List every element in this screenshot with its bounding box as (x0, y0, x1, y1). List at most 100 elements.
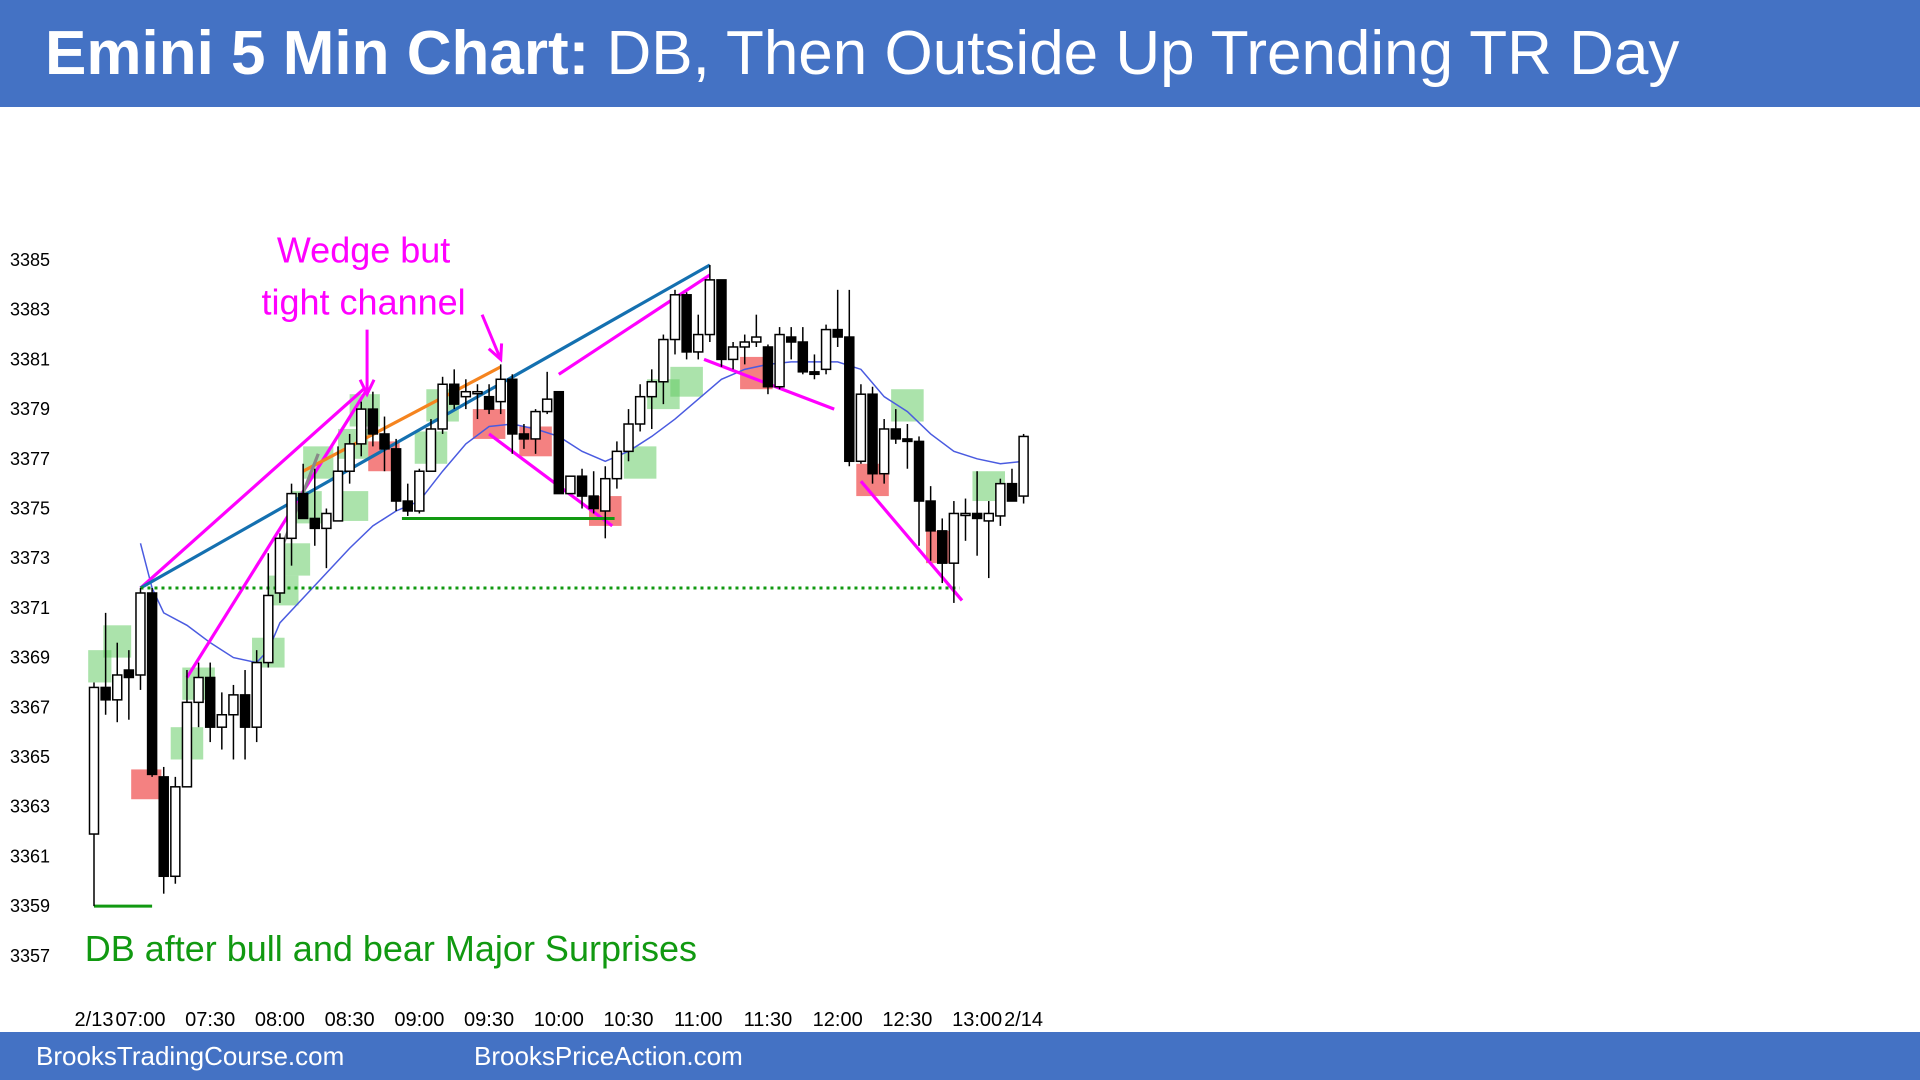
bear-candle (309, 517, 321, 530)
bear-candle (239, 694, 251, 728)
y-tick-label: 3385 (10, 250, 50, 270)
bear-candle (716, 279, 727, 361)
bull-candle (855, 393, 867, 463)
bull-candle (193, 676, 204, 704)
y-axis-labels: 3385 3383 3381 3379 3377 3375 3373 3371 3369 3367… (10, 250, 50, 966)
bear-candle (681, 294, 692, 353)
bull-candle (425, 428, 437, 472)
bull-candle (669, 294, 681, 341)
bear-candle (867, 393, 878, 475)
x-axis-labels: 2/13 07:00 07:30 08:00 08:30 09:00 09:30 10:00 1… (75, 1009, 1044, 1031)
bull-candle (181, 701, 193, 788)
magenta-trend-line (488, 432, 614, 528)
x-tick-label: 13:00 (952, 1009, 1002, 1031)
x-tick-label: 09:00 (394, 1009, 444, 1031)
bull-candle (820, 328, 832, 371)
magenta-trend-line (859, 480, 964, 602)
annotation-arrow (480, 314, 503, 360)
bull-candle (727, 346, 739, 361)
bull-candle (623, 423, 634, 453)
bear-candle (204, 676, 216, 728)
footer-bar: BrooksTradingCourse.com BrooksPriceActio… (0, 1032, 1920, 1080)
x-tick-label: 09:30 (464, 1009, 514, 1031)
bear-candle (925, 500, 936, 532)
x-tick-label: 12:30 (882, 1009, 932, 1031)
bull-candle (995, 482, 1006, 517)
footer-left-link[interactable]: BrooksTradingCourse.com (36, 1041, 345, 1071)
bull-candle (88, 686, 100, 835)
magenta-trend-line (557, 273, 711, 376)
arrow-head (487, 343, 504, 363)
bear-candle (844, 336, 855, 463)
bear-candle (576, 475, 588, 497)
bull-candle (228, 694, 239, 716)
bear-candle (402, 500, 413, 512)
footer-right-link[interactable]: BrooksPriceAction.com (474, 1041, 743, 1071)
blue-trend-line (139, 263, 711, 590)
annotations: Wedge but tight channel DB after bull and … (85, 229, 697, 968)
bull-candle (948, 512, 960, 564)
y-tick-label: 3383 (10, 300, 50, 320)
bull-candle (263, 594, 274, 664)
bull-zone (670, 366, 703, 397)
y-tick-label: 3373 (10, 548, 50, 568)
bear-candle (588, 495, 599, 510)
bull-candle (170, 786, 181, 878)
bear-candle (100, 686, 111, 701)
x-tick-label: 12:00 (813, 1009, 863, 1031)
bull-candle (751, 336, 762, 343)
bull-candle (878, 428, 890, 475)
x-tick-label: 11:00 (674, 1009, 723, 1031)
bull-candle (774, 333, 785, 388)
title-rest: DB, Then Outside Up Trending TR Day (589, 19, 1680, 88)
y-tick-label: 3379 (10, 399, 50, 419)
bear-candle (146, 592, 158, 776)
magenta-trend-line (185, 388, 369, 679)
annotation-text: tight channel (262, 282, 466, 323)
bull-candle (437, 383, 448, 430)
bull-candle (332, 470, 344, 522)
bear-candle (367, 408, 379, 435)
bull-candle (704, 279, 716, 336)
y-tick-label: 3363 (10, 797, 50, 817)
trend-lines (94, 263, 964, 908)
bull-candle (983, 512, 994, 522)
bull-candle (634, 395, 646, 425)
y-tick-label: 3381 (10, 349, 50, 369)
bear-candle (448, 383, 460, 405)
bear-candle (785, 336, 797, 343)
y-tick-label: 3375 (10, 499, 50, 519)
y-tick-label: 3369 (10, 648, 50, 668)
x-tick-label: 07:00 (115, 1009, 165, 1031)
bear-candle (518, 433, 530, 440)
bull-candle (1018, 435, 1029, 497)
bear-candle (553, 390, 565, 495)
bull-candle (135, 592, 146, 676)
title-bold: Emini 5 Min Chart: (45, 19, 590, 88)
bear-candle (390, 448, 402, 502)
bull-candle (321, 512, 332, 530)
bear-candle (762, 346, 774, 388)
bear-candle (158, 776, 169, 878)
bear-candle (902, 438, 913, 443)
bear-candle (890, 428, 902, 440)
x-tick-label: 08:00 (255, 1009, 305, 1031)
bear-candle (797, 341, 809, 373)
bear-candle (379, 433, 390, 450)
bull-candle (530, 410, 541, 440)
bull-candle (960, 512, 971, 517)
y-tick-label: 3365 (10, 747, 50, 767)
bull-candle (692, 333, 704, 353)
candles (88, 264, 1029, 907)
bear-candle (832, 328, 843, 338)
bear-candle (937, 530, 948, 564)
chart-title: Emini 5 Min Chart: DB, Then Outside Up T… (45, 20, 1679, 88)
x-tick-label: 10:30 (603, 1009, 653, 1031)
bear-candle (297, 492, 309, 520)
y-tick-label: 3357 (10, 946, 50, 966)
bear-candle (507, 378, 518, 435)
bull-candle (495, 378, 506, 403)
bull-candle (658, 338, 669, 383)
bull-candle (565, 475, 576, 495)
orange-trend-line (302, 365, 502, 473)
